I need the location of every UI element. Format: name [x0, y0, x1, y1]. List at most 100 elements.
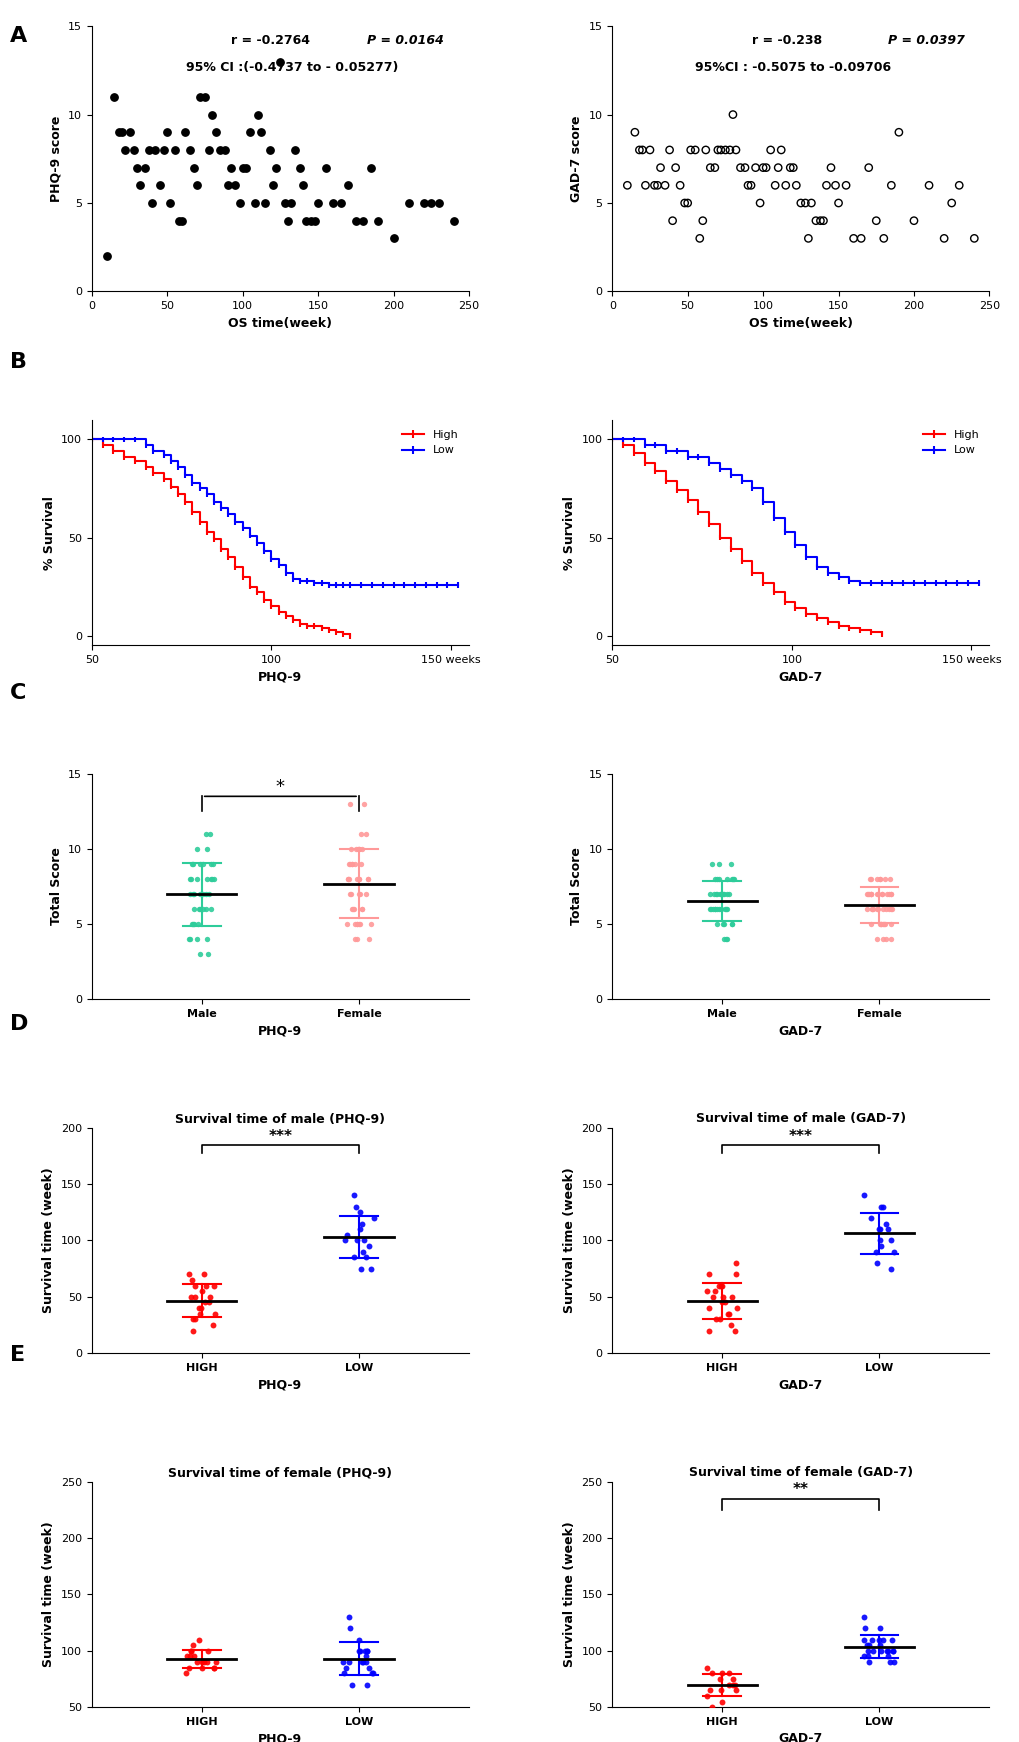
X-axis label: GAD-7: GAD-7: [777, 1733, 822, 1742]
Point: [203, 895, 219, 923]
Point: [728, 1676, 744, 1704]
Point: [860, 866, 876, 894]
Point: [111, 118, 127, 146]
Point: [807, 207, 823, 235]
Point: [356, 789, 372, 817]
Point: [860, 1631, 876, 1658]
Point: [858, 880, 874, 908]
Point: [883, 1625, 900, 1653]
Text: r = -0.2764: r = -0.2764: [231, 35, 310, 47]
Point: [723, 909, 740, 937]
Point: [814, 207, 830, 235]
Point: [351, 880, 367, 908]
Point: [708, 880, 725, 908]
Point: [204, 101, 220, 129]
Text: P = 0.0397: P = 0.0397: [887, 35, 964, 47]
Point: [348, 925, 365, 953]
Point: [198, 820, 214, 848]
Point: [194, 1277, 210, 1305]
Point: [713, 1660, 730, 1688]
Text: 95%CI : -0.5075 to -0.09706: 95%CI : -0.5075 to -0.09706: [695, 61, 891, 73]
Point: [340, 866, 357, 894]
Point: [186, 153, 203, 181]
Point: [882, 925, 899, 953]
Point: [725, 1671, 741, 1698]
Point: [712, 136, 729, 164]
Point: [708, 909, 725, 937]
Point: [708, 895, 725, 923]
Point: [205, 850, 221, 878]
Point: [739, 171, 755, 199]
X-axis label: GAD-7: GAD-7: [777, 1024, 822, 1038]
Point: [705, 880, 721, 908]
Point: [694, 207, 710, 235]
Point: [870, 1625, 887, 1653]
Point: [242, 118, 258, 146]
Point: [722, 1282, 739, 1310]
Point: [257, 190, 273, 218]
Point: [829, 190, 846, 218]
Point: [860, 153, 876, 181]
Text: 95% CI :(-0.4737 to - 0.05277): 95% CI :(-0.4737 to - 0.05277): [185, 61, 398, 73]
Point: [725, 866, 741, 894]
Point: [698, 1653, 714, 1681]
Y-axis label: Survival time (week): Survival time (week): [43, 1521, 55, 1667]
Point: [762, 136, 779, 164]
Point: [712, 895, 729, 923]
Point: [698, 1277, 714, 1305]
Point: [189, 1648, 205, 1676]
Point: [754, 153, 770, 181]
Point: [325, 190, 341, 218]
Point: [200, 941, 216, 969]
Point: [726, 866, 742, 894]
Y-axis label: Survival time (week): Survival time (week): [43, 1167, 55, 1313]
Point: [351, 1637, 367, 1665]
Legend: High, Low: High, Low: [397, 425, 463, 460]
Point: [881, 880, 898, 908]
Point: [881, 1648, 898, 1676]
Point: [719, 1300, 736, 1327]
Point: [185, 850, 202, 878]
Point: [862, 880, 878, 908]
Point: [184, 1631, 201, 1658]
Point: [701, 1676, 717, 1704]
Point: [883, 1637, 900, 1665]
Point: [878, 1637, 895, 1665]
Y-axis label: Total Score: Total Score: [50, 848, 62, 925]
Point: [190, 909, 206, 937]
Point: [871, 1216, 888, 1244]
Point: [882, 171, 899, 199]
Point: [869, 1216, 886, 1244]
Point: [332, 190, 348, 218]
Point: [817, 171, 834, 199]
Point: [131, 171, 148, 199]
Point: [341, 850, 358, 878]
Point: [106, 84, 122, 111]
Point: [181, 925, 198, 953]
Title: Survival time of male (GAD-7): Survival time of male (GAD-7): [695, 1111, 905, 1125]
Text: r = -0.238: r = -0.238: [751, 35, 821, 47]
Text: *: *: [275, 777, 284, 796]
Point: [837, 171, 853, 199]
Point: [355, 1239, 371, 1266]
Point: [445, 207, 462, 235]
Point: [363, 153, 379, 181]
Point: [703, 1693, 719, 1721]
Point: [181, 866, 198, 894]
Point: [877, 895, 894, 923]
Point: [192, 84, 208, 111]
Point: [276, 190, 292, 218]
Point: [708, 866, 725, 894]
Point: [732, 153, 748, 181]
Point: [340, 850, 357, 878]
Point: [716, 136, 733, 164]
Point: [788, 171, 804, 199]
Point: [354, 1209, 370, 1237]
Point: [354, 834, 370, 862]
Point: [341, 880, 358, 908]
Point: [345, 895, 362, 923]
Text: D: D: [10, 1014, 29, 1033]
Point: [879, 895, 896, 923]
Point: [717, 925, 734, 953]
Point: [736, 153, 752, 181]
